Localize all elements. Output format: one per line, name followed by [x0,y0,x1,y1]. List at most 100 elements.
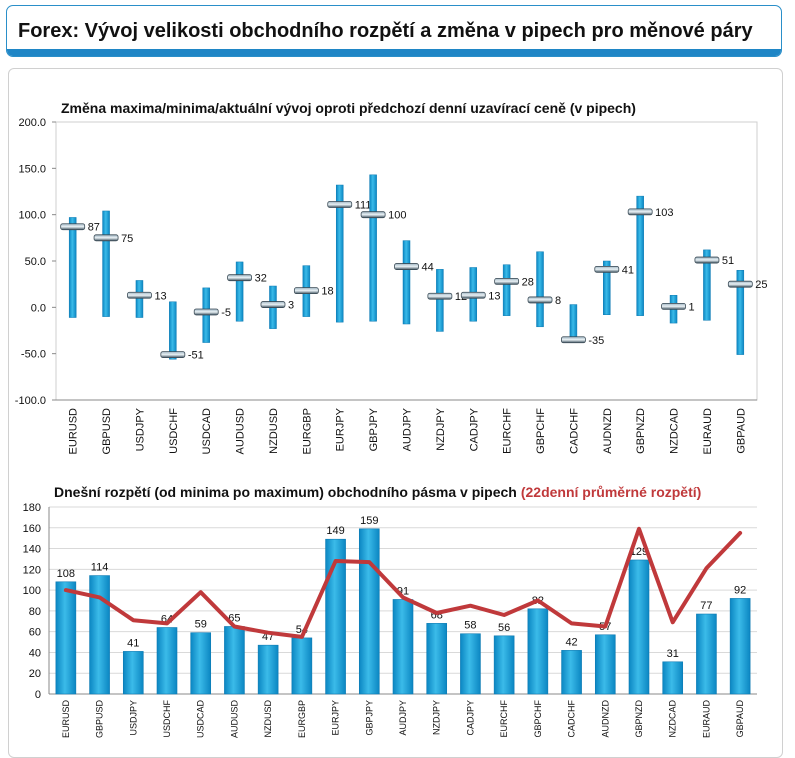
chart2-data-label: 41 [127,637,139,649]
chart2-category-label: AUDNZD [600,700,610,738]
chart1-ytick-label: 0.0 [31,302,46,314]
chart1-data-label: -51 [188,350,204,362]
chart1-category-label: USDJPY [134,407,146,451]
chart2-data-label: 114 [91,562,109,574]
chart1-range-bar [402,240,411,325]
chart2-bar [224,626,245,695]
chart1-category-label: USDCHF [168,408,180,454]
chart2-category-label: NZDUSD [263,700,273,738]
chart2-ytick-label: 120 [23,564,41,576]
chart1-data-label: 75 [121,233,133,245]
chart1-range-bar [235,261,244,322]
chart1-current-marker [60,223,86,231]
chart2-bar [358,528,380,695]
chart2-data-label: 159 [360,515,378,527]
chart2-category-label: EURJPY [331,700,341,736]
chart1-data-label: 32 [255,273,267,285]
chart1-range-bar [436,269,444,332]
chart2-category-label: GBPUSD [95,700,105,739]
chart1-data-label: 100 [388,210,406,222]
chart1-current-marker [293,287,319,295]
page-title: Forex: Vývoj velikosti obchodního rozpět… [18,20,753,42]
chart1-category-label: GBPAUD [735,408,747,454]
chart1-range-bar [603,260,611,315]
chart2-bar [325,538,346,695]
chart1-ytick-label: -50.0 [21,349,46,361]
chart-daily-range: Dnešní rozpětí (od minima po maximum) ob… [23,484,757,738]
chart1-ytick-label: 150.0 [18,163,46,175]
chart1-data-label: 13 [488,290,500,302]
chart1-ytick-label: 50.0 [25,256,46,268]
chart1-range-bar [68,217,77,318]
chart2-ytick-label: 20 [29,668,41,680]
chart1-category-label: EURCHF [502,408,514,454]
chart2-bar [628,559,650,695]
chart1-data-label: 3 [288,300,294,312]
chart2-bar [257,644,279,695]
chart1-range-bar [335,184,344,323]
chart-price-change: Změna maxima/minima/aktuální vývoj oprot… [15,100,768,454]
chart1-category-label: EURUSD [68,408,80,455]
chart1-range-bar [369,174,377,322]
chart2-data-label: 59 [195,619,207,631]
chart2-category-label: GBPNZD [634,700,644,738]
chart2-bar [696,613,717,695]
chart1-category-label: EURGBP [301,408,313,454]
chart1-category-label: GBPNZD [635,408,647,454]
chart1-category-label: AUDUSD [235,408,247,455]
chart1-range-bar [536,251,544,328]
chart2-data-label: 31 [667,648,679,660]
chart2-bar [527,608,549,695]
chart2-bar [493,635,515,695]
chart2-ytick-label: 40 [29,647,41,659]
chart1-current-marker [193,308,219,316]
chart2-bar [89,575,110,695]
chart1-range-bar [636,195,644,316]
chart1-data-label: -5 [221,307,231,319]
chart1-current-marker [394,263,419,270]
chart1-data-label: 13 [154,290,166,302]
chart1-range-bar [135,280,144,318]
chart1-data-label: 111 [355,199,372,211]
chart2-data-label: 42 [565,636,577,648]
chart1-ytick-label: -100.0 [15,395,46,407]
chart2-category-label: AUDUSD [229,700,239,739]
chart2-ytick-label: 160 [23,523,41,535]
chart2-ytick-label: 100 [23,585,41,597]
chart1-current-marker [460,291,486,299]
chart2-data-label: 108 [57,568,75,580]
chart2-bar [291,637,313,695]
chart1-current-marker [93,234,119,242]
chart2-bar [594,634,616,695]
chart1-current-marker [661,303,686,310]
chart2-category-label: GBPAUD [735,700,745,738]
chart2-bar [561,650,582,695]
chart1-data-label: 1 [689,301,695,313]
chart1-category-label: GBPUSD [101,408,113,455]
chart1-category-label: GBPJPY [368,407,380,451]
chart2-category-label: USDCHF [162,699,172,737]
chart2-data-label: 58 [464,620,476,632]
chart1-current-marker [260,301,286,308]
chart1-data-label: 87 [88,222,100,234]
chart1-category-label: USDCAD [201,408,213,455]
chart2-category-label: EURCHF [499,699,509,737]
chart1-current-marker [227,274,252,282]
chart1-range-bar [102,210,110,317]
chart2-bar [392,599,414,695]
chart2-category-label: CADJPY [465,700,475,736]
chart2-ytick-label: 180 [23,502,41,514]
chart2-bar [729,598,751,695]
chart1-category-label: GBPCHF [535,408,547,454]
chart1-range-bar [736,270,745,355]
chart2-category-label: GBPCHF [533,700,543,738]
chart2-ytick-label: 140 [23,544,41,556]
chart2-ytick-label: 60 [29,627,41,639]
chart2-category-label: GBPJPY [364,700,374,736]
chart2-bar [426,623,448,695]
chart2-data-label: 129 [630,546,648,558]
chart2-bar [190,632,212,695]
chart1-category-label: NZDCAD [669,408,681,454]
chart2-title-main: Dnešní rozpětí (od minima po maximum) ob… [54,484,517,500]
chart2-data-label: 77 [700,600,712,612]
